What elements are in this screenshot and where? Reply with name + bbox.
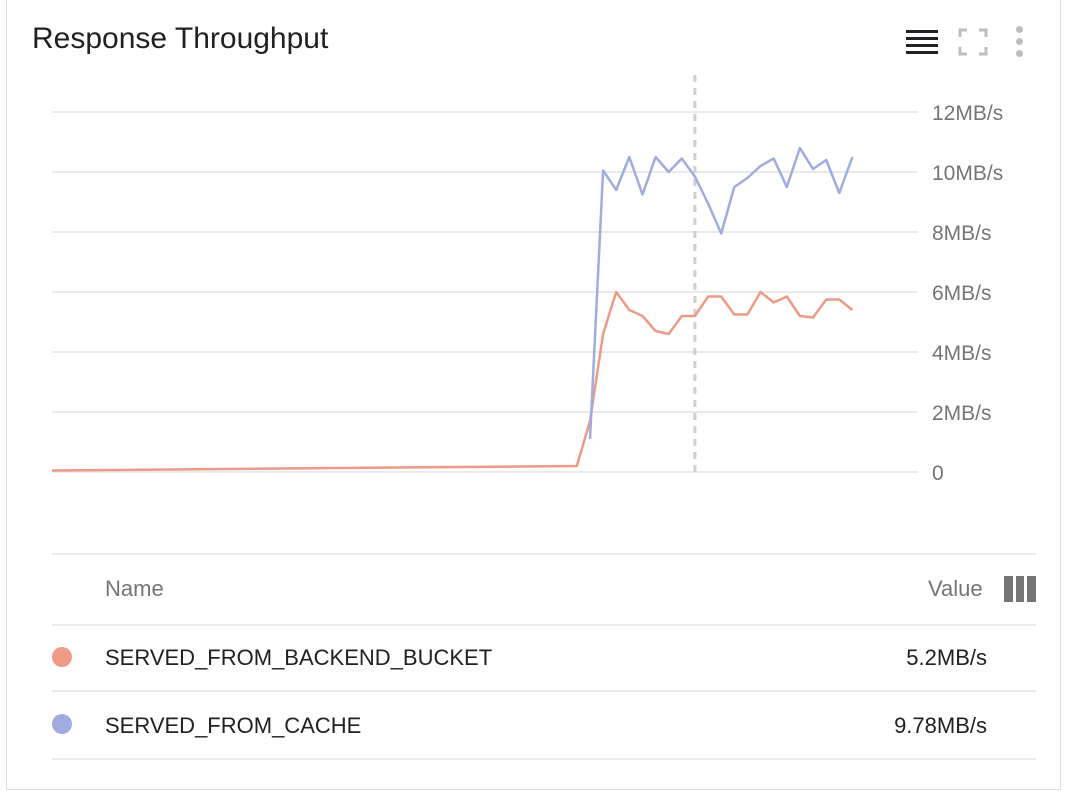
series-name: SERVED_FROM_CACHE <box>105 713 362 738</box>
legend-list-icon[interactable] <box>906 30 938 64</box>
y-tick-label: 10MB/s <box>932 162 1003 185</box>
table-top-divider <box>52 553 1036 555</box>
series-color-swatch <box>52 647 72 667</box>
chart-title: Response Throughput <box>32 22 329 55</box>
value-column-header[interactable]: Value <box>928 576 983 601</box>
more-vert-icon[interactable] <box>1014 26 1024 60</box>
y-tick-label: 2MB/s <box>932 402 992 425</box>
series-value: 9.78MB/s <box>894 713 987 738</box>
name-column-header[interactable]: Name <box>105 576 164 601</box>
table-bottom-divider <box>52 758 1036 760</box>
y-tick-label: 0 <box>932 462 944 485</box>
y-tick-label: 6MB/s <box>932 282 992 305</box>
series-name: SERVED_FROM_BACKEND_BUCKET <box>105 645 493 670</box>
y-tick-label: 8MB/s <box>932 222 992 245</box>
y-tick-label: 12MB/s <box>932 102 1003 125</box>
series-line-1 <box>588 146 854 440</box>
fullscreen-icon[interactable] <box>958 28 988 56</box>
chart-card <box>6 0 1061 790</box>
chart-plot: 12MB/s 10MB/s 8MB/s 6MB/s 4MB/s 2MB/s 0 <box>51 75 1003 485</box>
header-divider <box>52 624 1036 626</box>
series-line-0 <box>51 290 854 472</box>
series-value: 5.2MB/s <box>906 645 987 670</box>
y-tick-label: 4MB/s <box>932 342 992 365</box>
series-color-swatch <box>52 714 72 734</box>
view-column-icon[interactable] <box>1004 576 1037 602</box>
row-divider <box>52 690 1036 692</box>
